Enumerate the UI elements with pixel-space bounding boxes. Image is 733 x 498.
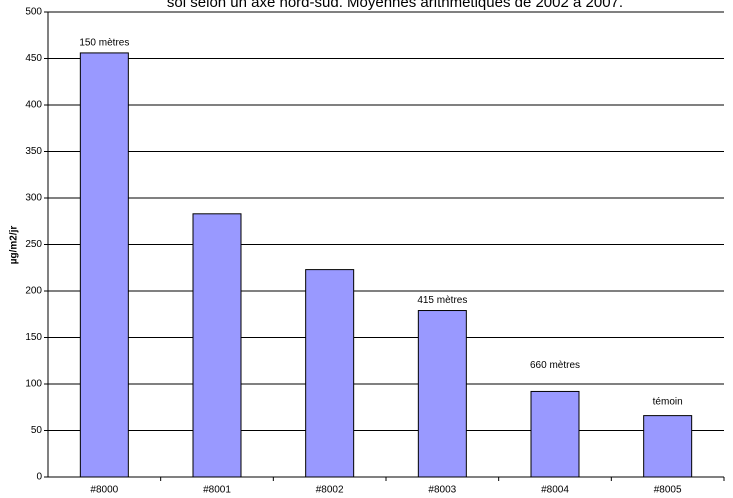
y-tick-label: 0 <box>36 472 42 483</box>
y-axis-label: µg/m2/jr <box>9 226 20 265</box>
annotation: 660 mètres <box>530 360 580 371</box>
x-tick-label: #8000 <box>90 485 118 496</box>
bar <box>643 415 693 478</box>
annotation: témoin <box>653 396 683 407</box>
y-tick-label: 200 <box>25 286 42 297</box>
chart-title: sol selon un axe nord-sud. Moyennes arit… <box>167 0 623 11</box>
y-tick-label: 300 <box>25 193 42 204</box>
y-tick-label: 500 <box>25 7 42 18</box>
y-tick-label: 150 <box>25 332 42 343</box>
bar <box>192 213 242 478</box>
y-tick-label: 50 <box>31 425 43 436</box>
x-tick-label: #8004 <box>541 485 569 496</box>
annotation: 150 mètres <box>79 38 129 49</box>
bar <box>417 310 467 478</box>
bar <box>79 52 129 478</box>
x-tick-label: #8001 <box>203 485 231 496</box>
y-tick-label: 400 <box>25 100 42 111</box>
x-tick-label: #8002 <box>316 485 344 496</box>
y-tick-label: 350 <box>25 146 42 157</box>
y-tick-label: 100 <box>25 379 42 390</box>
x-tick-label: #8003 <box>428 485 456 496</box>
bar <box>530 390 580 478</box>
annotation: 415 mètres <box>417 295 467 306</box>
y-tick-label: 250 <box>25 239 42 250</box>
bar <box>305 269 355 478</box>
x-tick-label: #8005 <box>654 485 682 496</box>
y-tick-label: 450 <box>25 53 42 64</box>
